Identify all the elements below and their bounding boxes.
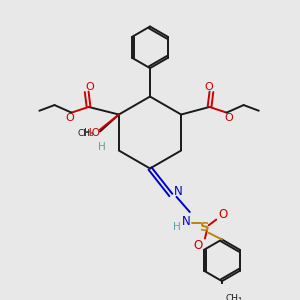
Text: O: O [85,82,94,92]
Text: HO: HO [84,128,100,139]
Text: H: H [172,222,180,232]
Text: CH₃: CH₃ [226,294,242,300]
Text: O: O [204,82,213,92]
Text: O: O [218,208,227,221]
Text: S: S [200,221,210,234]
Text: O: O [224,113,233,123]
Text: O: O [194,238,203,252]
Text: N: N [174,185,183,198]
Text: O: O [65,113,74,123]
Text: H: H [98,142,106,152]
Text: CH₃: CH₃ [78,129,94,138]
Text: N: N [182,215,190,228]
